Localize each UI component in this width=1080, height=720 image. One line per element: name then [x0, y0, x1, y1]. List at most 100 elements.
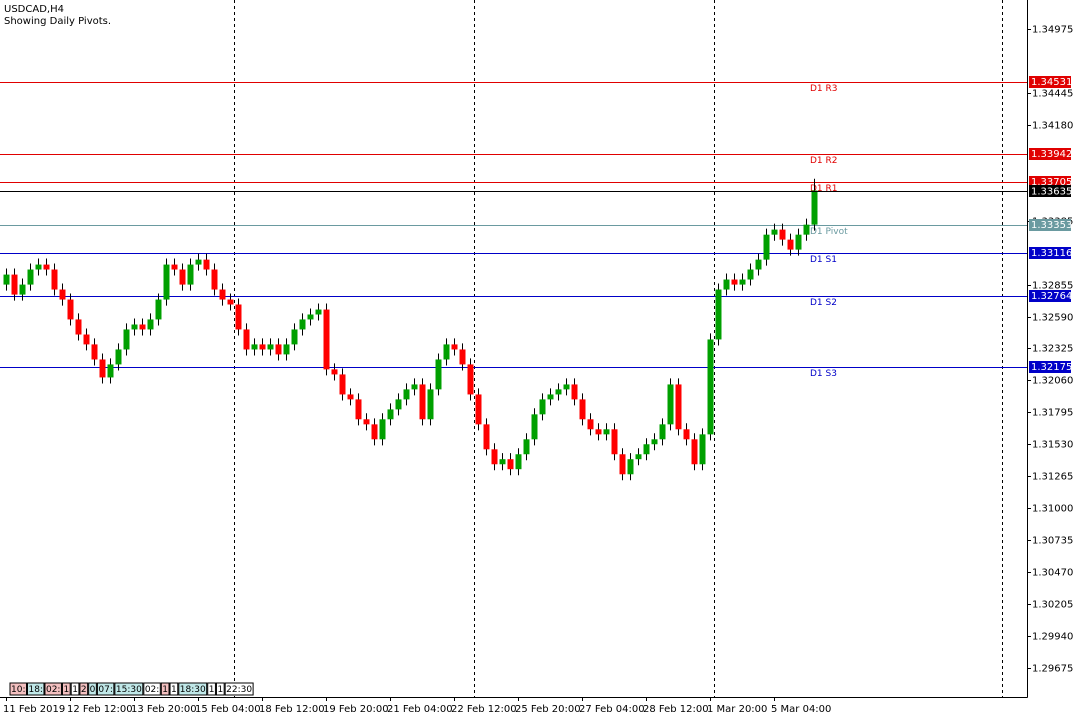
- x-tick-label: 28 Feb 12:00: [643, 704, 709, 715]
- status-box: [26, 682, 45, 696]
- candle-body: [787, 239, 794, 250]
- candle-body: [571, 384, 578, 400]
- candle-body: [211, 269, 218, 290]
- pivot-name: D1 R1: [810, 184, 838, 194]
- status-text: 10:: [11, 685, 25, 695]
- candle-body: [531, 414, 538, 440]
- candle-body: [107, 364, 114, 378]
- y-tick-label: 1.29675: [1032, 664, 1073, 675]
- candle-body: [579, 399, 586, 420]
- chart-title: USDCAD,H4: [4, 4, 64, 15]
- candle-body: [147, 319, 154, 330]
- candle-body: [155, 299, 162, 320]
- candle-body: [811, 190, 818, 225]
- candle-body: [547, 394, 554, 400]
- candle-body: [411, 384, 418, 390]
- candle-body: [43, 264, 50, 270]
- x-tick-label: 13 Feb 20:00: [131, 704, 197, 715]
- pivot-name: D1 R3: [810, 84, 838, 94]
- status-text: 22:30: [226, 685, 252, 695]
- pivot-price-box: [1029, 361, 1071, 373]
- candle-body: [763, 234, 770, 260]
- candle-body: [747, 269, 754, 280]
- candle-body: [555, 389, 562, 395]
- status-box: [143, 682, 161, 696]
- y-tick-label: 1.34975: [1032, 25, 1073, 36]
- status-text: 1: [171, 685, 177, 695]
- status-text: 1: [72, 685, 78, 695]
- candle-body: [59, 289, 66, 300]
- candle-body: [499, 459, 506, 465]
- candle-body: [779, 229, 786, 240]
- status-box: [70, 682, 80, 696]
- y-tick-label: 1.34180: [1032, 121, 1073, 132]
- candle-body: [483, 424, 490, 450]
- candle-body: [75, 319, 82, 335]
- candle-body: [195, 259, 202, 265]
- status-box: [160, 682, 170, 696]
- candle-body: [227, 299, 234, 305]
- pivot-name: D1 S2: [810, 298, 837, 308]
- status-box: [224, 682, 254, 696]
- x-tick-label: 19 Feb 20:00: [323, 704, 389, 715]
- x-tick-label: 25 Feb 20:00: [515, 704, 581, 715]
- y-tick-label: 1.31265: [1032, 472, 1073, 483]
- status-text: 02:: [145, 685, 159, 695]
- candle-body: [699, 434, 706, 465]
- status-text: 1: [63, 685, 69, 695]
- candle-body: [35, 264, 42, 270]
- y-tick-label: 1.31795: [1032, 408, 1073, 419]
- candle-body: [507, 459, 514, 470]
- candle-body: [635, 454, 642, 460]
- candle-body: [523, 439, 530, 455]
- candle-body: [651, 439, 658, 445]
- candle-body: [219, 289, 226, 300]
- candle-body: [659, 424, 666, 440]
- candle-body: [179, 269, 186, 285]
- x-tick-label: 15 Feb 04:00: [195, 704, 261, 715]
- pivot-price-label: 1.32764: [1031, 291, 1072, 302]
- candle-body: [187, 264, 194, 285]
- pivot-price-label: 1.34531: [1031, 77, 1072, 88]
- candle-body: [563, 384, 570, 390]
- candle-body: [99, 359, 106, 378]
- candle-body: [419, 384, 426, 420]
- candle-body: [667, 384, 674, 425]
- pivot-price-label: 1.33942: [1031, 149, 1072, 160]
- candle-body: [339, 374, 346, 395]
- pivot-price-label: 1.33705: [1031, 177, 1072, 188]
- candle-body: [267, 344, 274, 350]
- candle-body: [443, 344, 450, 360]
- candle-body: [707, 339, 714, 435]
- candle-body: [83, 334, 90, 345]
- y-tick-label: 1.32060: [1032, 376, 1073, 387]
- candle-body: [19, 284, 26, 295]
- candle-body: [539, 399, 546, 415]
- candle-body: [675, 384, 682, 430]
- candle-body: [139, 324, 146, 330]
- candle-body: [379, 419, 386, 440]
- y-tick-label: 1.32855: [1032, 281, 1073, 292]
- candle-body: [315, 309, 322, 315]
- candle-body: [587, 419, 594, 430]
- candle-body: [171, 264, 178, 270]
- candle-body: [739, 279, 746, 285]
- y-tick-label: 1.32590: [1032, 313, 1073, 324]
- candle-body: [323, 309, 330, 370]
- candle-body: [115, 349, 122, 365]
- candle-body: [371, 424, 378, 440]
- candle-body: [131, 324, 138, 330]
- y-tick-label: 1.32325: [1032, 344, 1073, 355]
- pivot-price-box: [1029, 219, 1071, 231]
- candle-body: [291, 329, 298, 345]
- candle-body: [475, 394, 482, 425]
- candle-body: [91, 344, 98, 360]
- pivot-price-box: [1029, 76, 1071, 88]
- candle-body: [627, 459, 634, 475]
- candle-body: [435, 359, 442, 390]
- pivot-price-label: 1.33116: [1031, 248, 1072, 259]
- candle-body: [619, 454, 626, 475]
- candle-body: [123, 329, 130, 350]
- candle-body: [307, 314, 314, 320]
- candle-body: [363, 419, 370, 425]
